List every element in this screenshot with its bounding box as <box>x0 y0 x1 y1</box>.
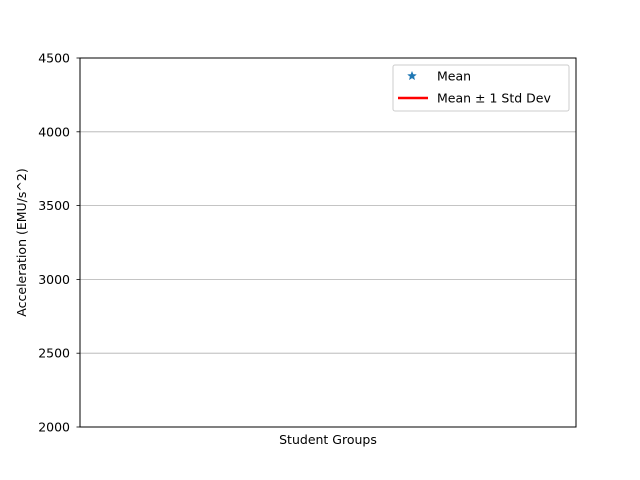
x-axis-label: Student Groups <box>279 432 377 447</box>
plot-area <box>80 58 576 427</box>
y-grid-lines <box>80 131 576 354</box>
y-axis-label: Acceleration (EMU/s^2) <box>14 168 29 316</box>
legend: Mean Mean ± 1 Std Dev <box>392 64 570 112</box>
y-tick-label: 3500 <box>38 198 70 213</box>
legend-frame <box>392 64 570 112</box>
y-tick-label: 2000 <box>38 420 70 435</box>
y-tick-label: 4000 <box>38 124 70 139</box>
y-axis-ticks: 2000 2500 3000 3500 4000 4500 <box>38 51 80 435</box>
legend-entry-mean: Mean <box>437 69 471 84</box>
y-tick-label: 4500 <box>38 51 70 66</box>
legend-entry-std-dev: Mean ± 1 Std Dev <box>437 91 551 106</box>
legend-star-icon <box>407 70 417 81</box>
y-tick-label: 3000 <box>38 272 70 287</box>
plot-frame <box>79 57 577 428</box>
y-tick-label: 2500 <box>38 346 70 361</box>
